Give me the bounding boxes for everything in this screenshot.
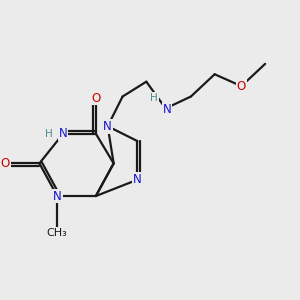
Text: N: N — [103, 120, 112, 133]
Text: O: O — [1, 157, 10, 170]
Text: N: N — [163, 103, 172, 116]
Text: H: H — [45, 129, 53, 139]
Text: N: N — [59, 127, 68, 140]
Text: N: N — [133, 173, 142, 186]
Text: H: H — [151, 93, 158, 103]
Text: O: O — [91, 92, 101, 104]
Text: CH₃: CH₃ — [47, 228, 68, 238]
Text: N: N — [53, 190, 62, 202]
Text: O: O — [237, 80, 246, 93]
